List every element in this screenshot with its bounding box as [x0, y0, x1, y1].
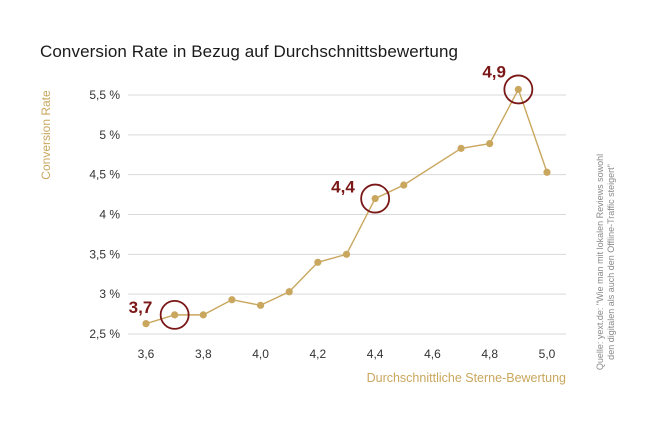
highlight-ring [503, 74, 534, 105]
y-tick-label: 5 % [99, 128, 120, 142]
y-tick-labels: 2,5 % 3 % 3,5 % 4 % 4,5 % 5 % 5,5 % [89, 88, 120, 341]
x-tick-label: 5,0 [539, 347, 556, 361]
data-point [314, 258, 322, 266]
y-tick-label: 3,5 % [89, 247, 120, 261]
annotation-label: 4,4 [331, 178, 355, 197]
x-tick-label: 4,6 [424, 347, 441, 361]
x-tick-labels: 3,6 3,8 4,0 4,2 4,4 4,6 4,8 5,0 [138, 347, 556, 361]
data-point [400, 181, 408, 189]
annotation-label: 4,9 [482, 62, 506, 81]
y-tick-label: 3 % [99, 287, 120, 301]
chart-title: Conversion Rate in Bezug auf Durchschnit… [40, 42, 459, 61]
data-point [199, 311, 207, 319]
x-axis-label: Durchschnittliche Sterne-Bewertung [367, 371, 566, 385]
annotations: 3,7 4,4 4,9 [129, 62, 534, 330]
data-point [285, 288, 293, 296]
data-point [543, 168, 551, 176]
x-tick-label: 3,8 [195, 347, 212, 361]
series-line [145, 87, 548, 325]
data-point [514, 85, 522, 94]
data-point [256, 301, 265, 309]
x-tick-label: 3,6 [138, 347, 155, 361]
y-tick-label: 4,5 % [89, 168, 120, 182]
data-point [228, 296, 236, 304]
x-tick-label: 4,0 [252, 347, 269, 361]
y-tick-label: 4 % [99, 208, 120, 222]
data-point [371, 194, 379, 203]
annotation-label: 3,7 [129, 298, 153, 317]
source-line: Quelle: yext.de: "Wie man mit lokalen Re… [595, 154, 605, 370]
data-point [171, 311, 179, 319]
x-tick-label: 4,8 [481, 347, 498, 361]
source-note: Quelle: yext.de: "Wie man mit lokalen Re… [595, 154, 616, 370]
data-point [457, 144, 465, 152]
x-tick-label: 4,4 [367, 347, 384, 361]
data-point [342, 250, 351, 258]
data-point [142, 320, 150, 328]
grid-lines [128, 94, 566, 335]
highlight-ring [159, 299, 190, 330]
highlight-ring [360, 183, 391, 214]
y-tick-label: 2,5 % [89, 327, 120, 341]
y-tick-label: 5,5 % [89, 88, 120, 102]
data-points [142, 85, 551, 328]
source-line: den digitalen als auch den Offline-Traff… [606, 164, 616, 360]
y-axis-label: Conversion Rate [39, 90, 53, 180]
data-point [486, 139, 494, 148]
x-tick-label: 4,2 [310, 347, 327, 361]
